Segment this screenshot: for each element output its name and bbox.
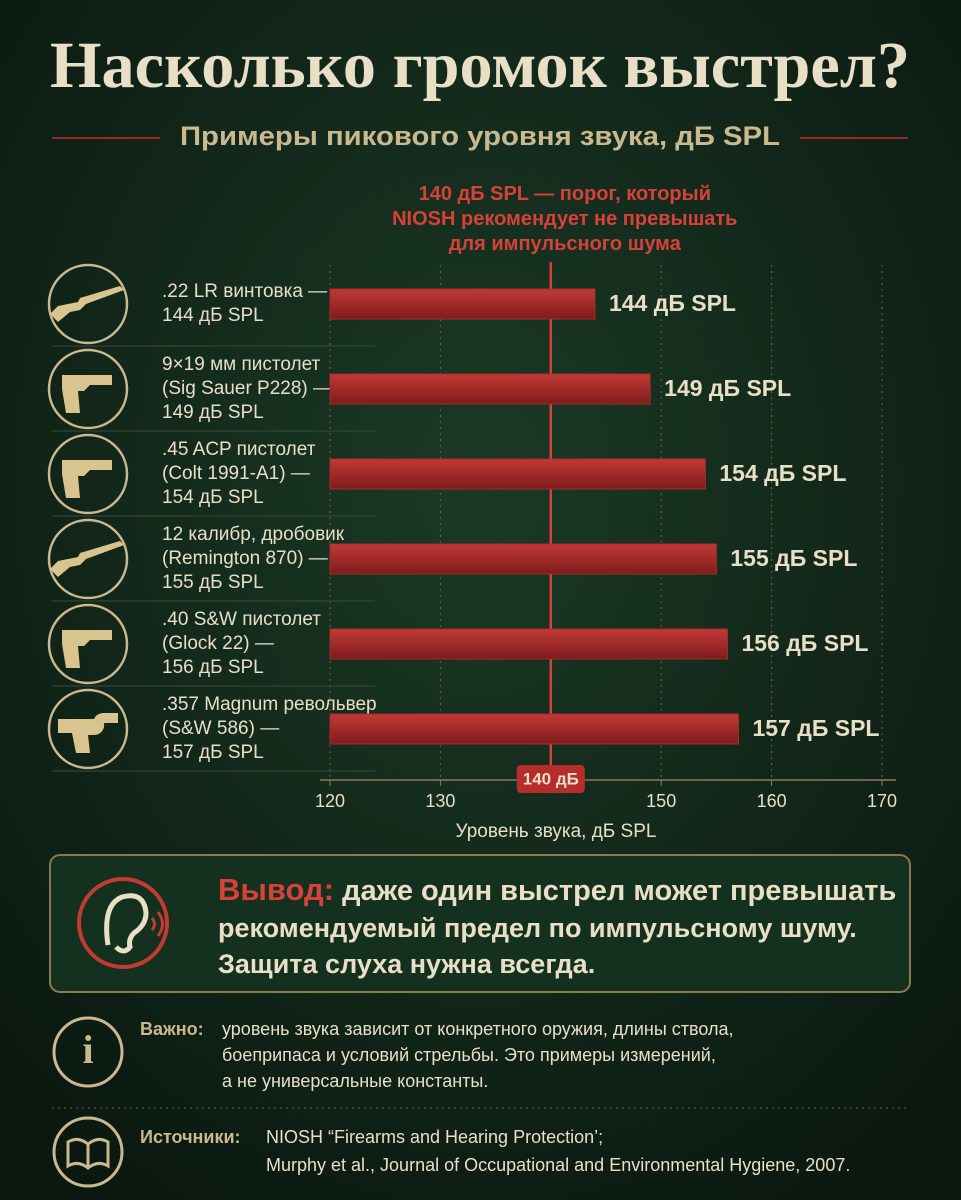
- bar: [329, 458, 706, 490]
- x-tick-label: 130: [425, 791, 455, 811]
- category-label: .22 LR винтовка —144 дБ SPL: [162, 281, 327, 326]
- title: Насколько громок выстрел?: [50, 29, 910, 102]
- x-tick-label: 170: [867, 791, 897, 811]
- conclusion-line: даже один выстрел может превышать: [342, 875, 896, 907]
- sources-line: Murphy et al., Journal of Occupational a…: [266, 1155, 850, 1175]
- weapon-icon: [47, 518, 129, 600]
- value-label: 156 дБ SPL: [741, 630, 868, 656]
- weapon-icon: [47, 688, 129, 770]
- subtitle: Примеры пикового уровня звука, дБ SPL: [180, 121, 780, 151]
- book-icon: [66, 1137, 110, 1170]
- info-icon: [52, 1016, 124, 1088]
- weapon-icon: [58, 712, 118, 753]
- x-tick-label: 140 дБ: [523, 769, 579, 788]
- weapon-icon: [50, 286, 124, 322]
- bar: [329, 713, 739, 745]
- note-line: уровень звука зависит от конкретного ору…: [222, 1019, 734, 1039]
- category-label: 12 калибр, дробовик (Remington 870) —155 …: [162, 524, 345, 593]
- weapon-icon: [50, 541, 124, 577]
- book-icon: [52, 1116, 124, 1188]
- weapon-icon: [47, 348, 129, 430]
- weapon-icon: [62, 630, 112, 668]
- conclusion-label: Вывод:: [218, 872, 334, 907]
- weapon-icon: [62, 460, 112, 498]
- category-label: 9×19 мм пистолет (Sig Sauer P228) —149 дБ…: [162, 354, 332, 423]
- x-tick-label: 150: [646, 791, 676, 811]
- sources-line: NIOSH “Firearms and Hearing Protection’;: [266, 1127, 603, 1147]
- threshold-label: 140 дБ SPL — порог, который NIOSH рекомен…: [392, 183, 737, 255]
- chart: 120 130 140 дБ 150 160 170 Уровень звука, дБ S…: [47, 183, 897, 842]
- weapon-icon: [62, 375, 112, 413]
- conclusion-line: Защита слуха нужна всегда.: [218, 949, 595, 979]
- x-axis-label: Уровень звука, дБ SPL: [456, 821, 657, 842]
- category-label: .357 Magnum револьвер (S&W 586) —157 дБ S…: [162, 694, 377, 763]
- note-label: Важно:: [140, 1019, 204, 1039]
- value-label: 149 дБ SPL: [664, 375, 791, 401]
- category-label: .40 S&W пистолет (Glock 22) —156 дБ SPL: [162, 609, 321, 678]
- ear-icon: [104, 893, 149, 954]
- bar: [329, 628, 728, 660]
- threshold-tag: [516, 765, 585, 793]
- x-tick-label: 120: [315, 791, 345, 811]
- note-line: боеприпаса и условий стрельбы. Это приме…: [222, 1045, 716, 1065]
- sources-label: Источники:: [140, 1127, 241, 1147]
- sound-icon: [150, 911, 164, 937]
- value-label: 157 дБ SPL: [752, 715, 879, 741]
- weapon-icon: [47, 263, 129, 345]
- conclusion-text: Вывод: даже один выстрел может превышать: [218, 872, 896, 907]
- conclusion-line: рекомендуемый предел по импульсному шуму…: [218, 913, 857, 943]
- weapon-icon: [47, 433, 129, 515]
- value-label: 154 дБ SPL: [719, 460, 846, 486]
- value-label: 155 дБ SPL: [730, 545, 857, 571]
- x-tick-label: 160: [757, 791, 787, 811]
- info-icon: i: [82, 1027, 93, 1072]
- note-line: а не универсальные константы.: [222, 1071, 488, 1091]
- bar: [329, 288, 596, 320]
- category-label: .45 ACP пистолет (Colt 1991-A1) —154 дБ S…: [162, 439, 316, 508]
- weapon-icon: [47, 603, 129, 685]
- ear-icon: [77, 877, 169, 969]
- bar: [329, 543, 717, 575]
- bar: [329, 373, 651, 405]
- value-label: 144 дБ SPL: [609, 290, 736, 316]
- conclusion-box: [49, 854, 911, 993]
